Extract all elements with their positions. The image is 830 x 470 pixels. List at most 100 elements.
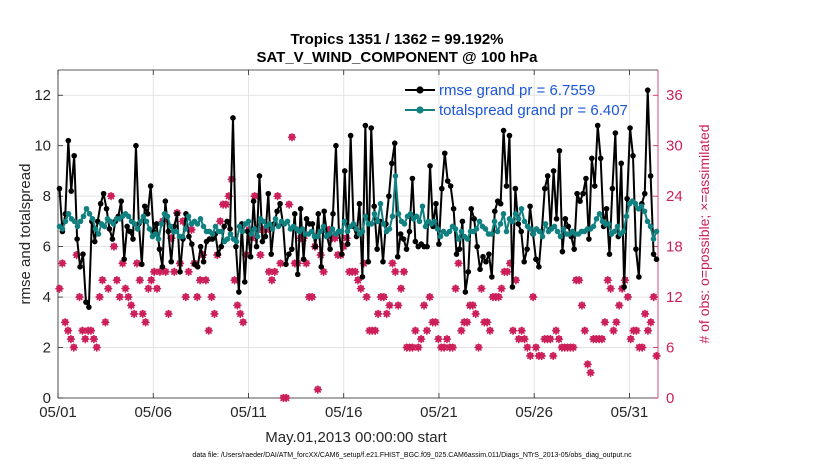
series-0-point [624, 195, 630, 202]
obs-assimilated-marker [138, 309, 147, 319]
obs-assimilated-marker [350, 267, 360, 277]
x-tick-label-1: 05/06 [134, 404, 172, 421]
series-1-point [611, 228, 618, 235]
series-1-point [647, 223, 654, 230]
obs-assimilated-marker [124, 292, 133, 302]
legend-entry-0: rmse grand pr = 6.7559 [439, 82, 595, 99]
series-0-point [289, 246, 295, 252]
obs-assimilated-marker [574, 276, 584, 285]
series-0-point [362, 122, 369, 129]
obs-assimilated-marker [98, 276, 107, 285]
series-0-point [574, 190, 580, 197]
obs-assimilated-marker [577, 301, 587, 310]
obs-assimilated-marker [216, 217, 225, 226]
series-0-point [177, 269, 183, 275]
series-1-point [158, 221, 165, 227]
series-1-point [488, 231, 495, 237]
obs-assimilated-marker [319, 267, 328, 277]
series-0-point [68, 188, 75, 194]
series-1-point [197, 216, 204, 222]
series-1-point [134, 226, 141, 232]
series-0-point [433, 200, 439, 207]
obs-assimilated-marker [494, 292, 503, 302]
series-1-point [299, 226, 306, 232]
series-1-point [530, 231, 537, 237]
series-1-point [218, 228, 225, 235]
series-0-point [521, 258, 527, 265]
series-0-point [133, 142, 139, 149]
series-1-point [377, 200, 384, 207]
series-1-point [482, 226, 489, 232]
series-0-point [380, 258, 386, 265]
series-0-point [168, 258, 175, 265]
series-1-point [638, 203, 645, 210]
series-1-point [653, 228, 660, 235]
obs-assimilated-marker [204, 326, 213, 335]
series-1-point [605, 221, 612, 227]
obs-assimilated-marker [442, 334, 452, 344]
obs-assimilated-marker [485, 326, 495, 335]
series-1-point [623, 213, 630, 220]
series-1-point [341, 218, 348, 225]
series-1-point [401, 221, 408, 227]
x-tick-label-5: 05/26 [515, 404, 553, 421]
obs-assimilated-marker [382, 309, 391, 319]
obs-assimilated-marker [546, 334, 555, 344]
series-0-point [356, 200, 363, 207]
series-0-point [536, 264, 542, 270]
series-1-point [614, 223, 621, 230]
series-1-point [80, 213, 87, 220]
series-1-point [167, 223, 174, 230]
series-0-point [400, 236, 407, 242]
series-1-point [536, 228, 543, 235]
obs-assimilated-marker [95, 292, 104, 302]
series-1-point [551, 223, 558, 230]
series-1-point [254, 233, 261, 240]
series-0-point [197, 243, 204, 250]
series-1-point [86, 211, 93, 217]
series-1-point [74, 223, 81, 230]
series-1-point [371, 211, 378, 217]
series-1-point [110, 221, 117, 227]
series-0-point [618, 160, 625, 167]
series-0-point [503, 183, 510, 189]
series-0-point [124, 223, 130, 230]
y2-tick-label-2: 12 [666, 289, 683, 306]
x-tick-label-4: 05/21 [420, 404, 458, 421]
series-1-point [155, 236, 162, 242]
series-0-point [194, 264, 201, 270]
series-0-point [403, 246, 410, 252]
series-0-point [147, 183, 154, 189]
obs-assimilated-marker [267, 276, 277, 285]
series-1-point [557, 233, 564, 240]
series-0-point [241, 279, 248, 285]
obs-assimilated-marker [393, 301, 403, 310]
series-0-point [427, 163, 433, 169]
series-1-point [173, 228, 180, 235]
series-0-point [397, 231, 404, 237]
obs-assimilated-marker [422, 326, 432, 335]
series-0-point [300, 256, 307, 263]
x-tick-labels: 05/01 05/06 05/11 05/16 05/21 05/26 05/31 [39, 404, 648, 421]
series-0-point [512, 185, 519, 192]
y-tick-label-1: 2 [43, 340, 51, 357]
series-0-point [227, 226, 233, 232]
series-0-point [480, 253, 486, 260]
obs-assimilated-marker [416, 334, 426, 344]
obs-assimilated-marker [523, 343, 532, 352]
y-tick-labels: 0 2 4 6 8 10 12 [34, 87, 51, 407]
series-1-point [542, 221, 549, 227]
series-0-point [262, 233, 269, 240]
series-0-point [74, 236, 80, 242]
obs-assimilated-marker [207, 292, 216, 302]
series-1-point [395, 211, 402, 217]
series-1-point [494, 228, 501, 235]
series-1-point [344, 228, 351, 235]
series-0-point [653, 256, 660, 263]
obs-assimilated-marker [531, 343, 541, 352]
obs-assimilated-marker [451, 284, 460, 293]
series-1-point [650, 236, 657, 242]
series-0-point [189, 241, 195, 247]
series-0-point [527, 203, 533, 210]
series-1-point [473, 226, 480, 232]
